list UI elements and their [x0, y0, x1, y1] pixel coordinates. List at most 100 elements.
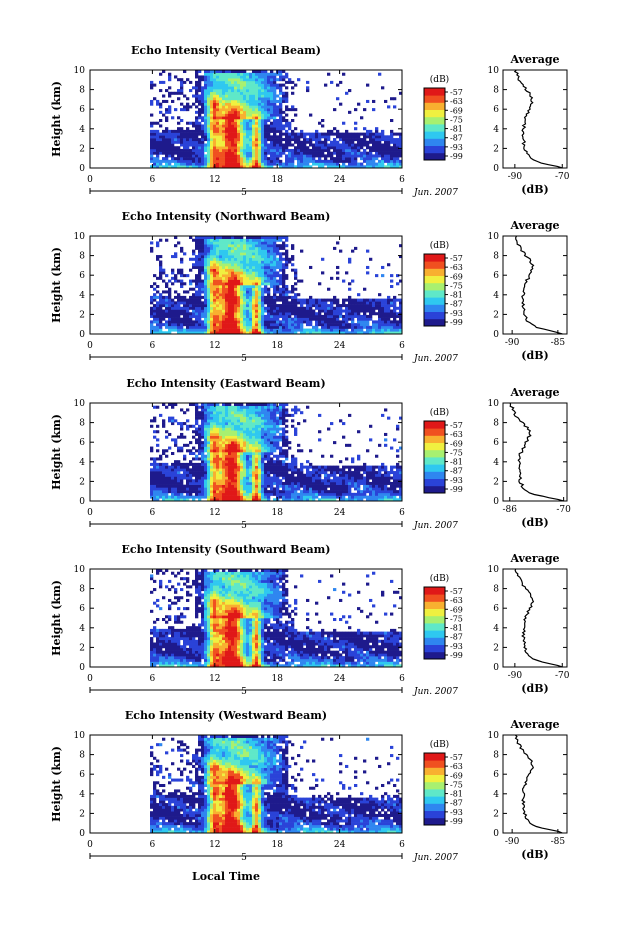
- heatmap-cell: [255, 446, 259, 450]
- heatmap-cell: [252, 427, 256, 431]
- heatmap-cell: [288, 108, 292, 112]
- heatmap-cell: [261, 265, 265, 269]
- heatmap-cell: [204, 94, 208, 98]
- heatmap-cell: [156, 487, 160, 491]
- heatmap-cell: [231, 159, 235, 163]
- heatmap-cell: [315, 132, 319, 136]
- heatmap-cell: [360, 331, 364, 335]
- heatmap-cell: [234, 116, 238, 120]
- heatmap-cell: [252, 276, 256, 280]
- heatmap-cell: [225, 252, 229, 256]
- heatmap-cell: [213, 274, 217, 278]
- heatmap-cell: [309, 309, 313, 313]
- heatmap-cell: [168, 290, 172, 294]
- heatmap-cell: [156, 129, 160, 133]
- heatmap-cell: [213, 441, 217, 445]
- heatmap-cell: [282, 236, 286, 240]
- heatmap-cell: [243, 320, 247, 324]
- heatmap-cell: [219, 449, 223, 453]
- heatmap-cell: [252, 102, 256, 106]
- heatmap-cell: [189, 462, 193, 466]
- heatmap-cell: [198, 94, 202, 98]
- heatmap-cell: [258, 97, 262, 101]
- avg-y-tick-label: 4: [493, 291, 499, 301]
- heatmap-cell: [183, 140, 187, 144]
- heatmap-cell: [252, 265, 256, 269]
- heatmap-cell: [342, 157, 346, 161]
- heatmap-cell: [180, 449, 184, 453]
- heatmap-cell: [267, 325, 271, 329]
- heatmap-cell: [165, 148, 169, 152]
- heatmap-cell: [177, 495, 181, 499]
- heatmap-cell: [180, 465, 184, 469]
- heatmap-cell: [288, 314, 292, 318]
- heatmap-cell: [252, 295, 256, 299]
- heatmap-cell: [159, 495, 163, 499]
- heatmap-cell: [201, 481, 205, 485]
- heatmap-cell: [165, 495, 169, 499]
- heatmap-cell: [258, 260, 262, 264]
- colorbar-segment: [424, 309, 445, 312]
- heatmap-cell: [159, 124, 163, 128]
- heatmap-cell: [279, 154, 283, 158]
- heatmap-cell: [225, 312, 229, 316]
- heatmap-cell: [330, 301, 334, 305]
- heatmap-cell: [348, 312, 352, 316]
- heatmap-cell: [216, 285, 220, 289]
- heatmap-cell: [174, 498, 178, 502]
- heatmap-cell: [243, 301, 247, 305]
- heatmap-cell: [165, 110, 169, 114]
- heatmap-cell: [213, 314, 217, 318]
- heatmap-cell: [246, 110, 250, 114]
- heatmap-cell: [165, 309, 169, 313]
- heatmap-cell: [240, 441, 244, 445]
- heatmap-cell: [255, 438, 259, 442]
- heatmap-cell: [252, 70, 256, 74]
- heatmap-cell: [237, 129, 241, 133]
- heatmap-cell: [234, 435, 238, 439]
- heatmap-cell: [321, 323, 325, 327]
- heatmap-cell: [279, 121, 283, 125]
- heatmap-cell: [219, 165, 223, 169]
- heatmap-cell: [234, 102, 238, 106]
- heatmap-cell: [279, 162, 283, 166]
- heatmap-cell: [195, 89, 199, 93]
- heatmap-cell: [384, 140, 388, 144]
- heatmap-cell: [249, 331, 253, 335]
- heatmap-cell: [219, 293, 223, 297]
- heatmap-cell: [300, 249, 304, 253]
- heatmap-cell: [243, 295, 247, 299]
- heatmap-cell: [222, 454, 226, 458]
- heatmap-cell: [261, 271, 265, 275]
- heatmap-cell: [195, 325, 199, 329]
- heatmap-cell: [258, 129, 262, 133]
- heatmap-cell: [222, 102, 226, 106]
- colorbar-segment: [424, 152, 445, 155]
- heatmap-cell: [210, 75, 214, 79]
- heatmap-cell: [291, 312, 295, 316]
- heatmap-cell: [270, 121, 274, 125]
- heatmap-cell: [201, 124, 205, 128]
- heatmap-cell: [282, 276, 286, 280]
- heatmap-cell: [234, 72, 238, 76]
- heatmap-cell: [219, 304, 223, 308]
- heatmap-cell: [258, 135, 262, 139]
- heatmap-cell: [249, 140, 253, 144]
- heatmap-cell: [165, 479, 169, 483]
- heatmap-cell: [234, 140, 238, 144]
- heatmap-cell: [213, 80, 217, 84]
- heatmap-cell: [387, 151, 391, 155]
- heatmap-cell: [204, 460, 208, 464]
- heatmap-cell: [261, 249, 265, 253]
- heatmap-cell: [243, 457, 247, 461]
- heatmap-cell: [345, 143, 349, 147]
- heatmap-cell: [255, 476, 259, 480]
- heatmap-cell: [228, 432, 232, 436]
- heatmap-cell: [246, 416, 250, 420]
- heatmap-cell: [171, 320, 175, 324]
- heatmap-cell: [243, 124, 247, 128]
- heatmap-cell: [267, 260, 271, 264]
- heatmap-cell: [375, 151, 379, 155]
- heatmap-cell: [243, 498, 247, 502]
- heatmap-cell: [360, 304, 364, 308]
